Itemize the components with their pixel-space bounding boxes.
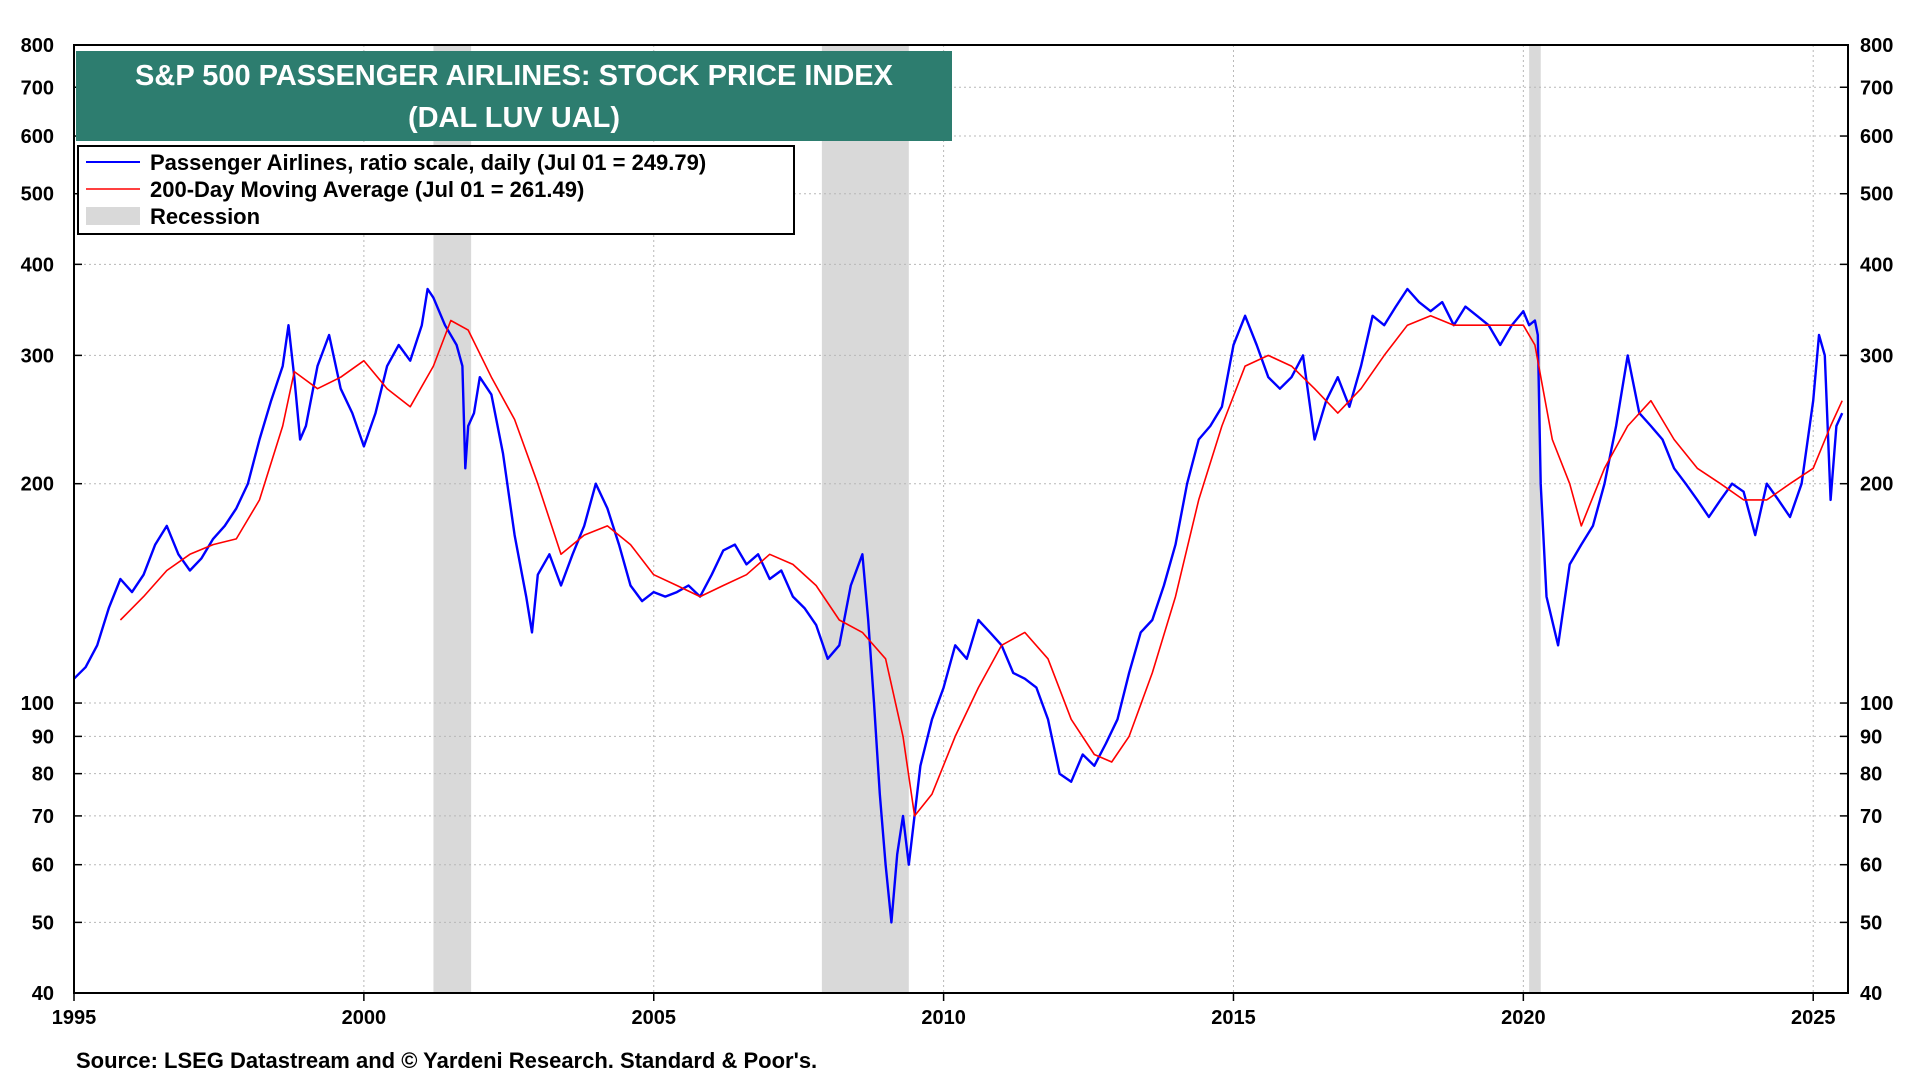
legend-label-recession: Recession	[150, 204, 260, 229]
y-tick-label-left-40: 40	[32, 983, 54, 1005]
series-line-passenger-airlines	[73, 287, 1844, 924]
y-tick-label-left-200: 200	[21, 474, 54, 496]
x-tick-label-2025: 2025	[1791, 1007, 1836, 1029]
series-line-200-day-ma	[119, 314, 1843, 817]
y-tick-label-left-600: 600	[21, 126, 54, 148]
title-background	[76, 51, 952, 141]
y-tick-label-right-50: 50	[1860, 912, 1882, 934]
x-tick-label-2015: 2015	[1211, 1007, 1256, 1029]
recession-band-3	[1529, 45, 1541, 993]
y-tick-label-left-500: 500	[21, 184, 54, 206]
y-tick-label-right-70: 70	[1860, 806, 1882, 828]
recession-band-2	[821, 45, 909, 993]
y-tick-label-right-60: 60	[1860, 855, 1882, 877]
x-tick-label-2005: 2005	[631, 1007, 676, 1029]
legend-label-ma: 200-Day Moving Average (Jul 01 = 261.49)	[150, 177, 584, 202]
y-tick-label-right-80: 80	[1860, 764, 1882, 786]
legend-frame	[77, 145, 795, 235]
y-tick-label-left-700: 700	[21, 77, 54, 99]
y-tick-label-right-800: 800	[1860, 35, 1893, 57]
chart-title: S&P 500 PASSENGER AIRLINES: STOCK PRICE …	[135, 60, 894, 92]
plot-frame	[73, 44, 1849, 994]
x-tick-label-2010: 2010	[921, 1007, 966, 1029]
y-tick-label-left-100: 100	[21, 693, 54, 715]
y-tick-label-right-90: 90	[1860, 726, 1882, 748]
y-tick-label-left-300: 300	[21, 345, 54, 367]
y-tick-label-right-300: 300	[1860, 345, 1893, 367]
legend: Passenger Airlines, ratio scale, daily (…	[77, 145, 795, 235]
legend-label-price: Passenger Airlines, ratio scale, daily (…	[150, 150, 706, 175]
y-tick-label-right-700: 700	[1860, 77, 1893, 99]
y-tick-label-right-600: 600	[1860, 126, 1893, 148]
axes: 40 40 50 50 60 60 70 70 80 80 90 90 100 100 200 200 300 3…	[21, 35, 1894, 1029]
chart-subtitle: (DAL LUV UAL)	[408, 102, 620, 134]
y-tick-label-left-50: 50	[32, 912, 54, 934]
y-tick-label-right-100: 100	[1860, 693, 1893, 715]
y-tick-label-left-80: 80	[32, 764, 54, 786]
y-tick-label-right-500: 500	[1860, 184, 1893, 206]
legend-swatch-recession	[86, 207, 140, 225]
y-tick-label-left-60: 60	[32, 855, 54, 877]
y-tick-label-left-70: 70	[32, 806, 54, 828]
x-tick-label-1995: 1995	[52, 1007, 97, 1029]
y-tick-label-right-400: 400	[1860, 254, 1893, 276]
title-box: S&P 500 PASSENGER AIRLINES: STOCK PRICE …	[76, 51, 952, 141]
x-tick-label-2000: 2000	[342, 1007, 387, 1029]
x-tick-label-2020: 2020	[1501, 1007, 1546, 1029]
source-note: Source: LSEG Datastream and © Yardeni Re…	[76, 1048, 817, 1073]
y-tick-label-right-200: 200	[1860, 474, 1893, 496]
series-layer	[73, 287, 1844, 924]
y-tick-label-left-90: 90	[32, 726, 54, 748]
y-tick-label-left-400: 400	[21, 254, 54, 276]
y-tick-label-left-800: 800	[21, 35, 54, 57]
y-tick-label-right-40: 40	[1860, 983, 1882, 1005]
